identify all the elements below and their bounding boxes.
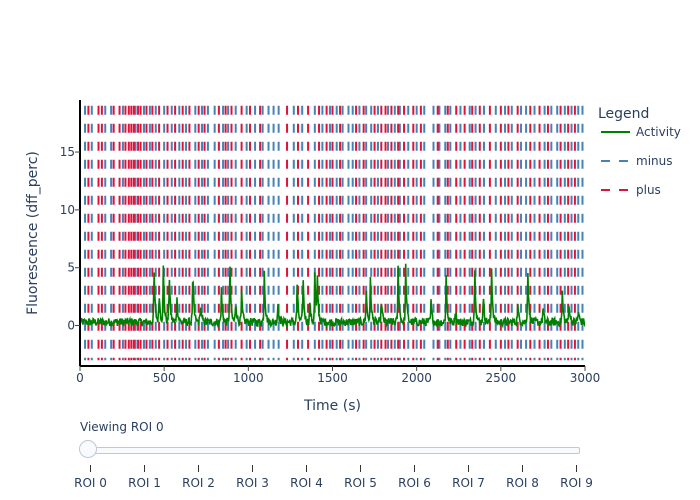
y-tick-label: 15 bbox=[60, 145, 75, 159]
activity-trace bbox=[80, 263, 585, 329]
slider-tick-mark bbox=[252, 465, 253, 472]
slider-step-roi-2[interactable]: ROI 2 bbox=[182, 476, 215, 490]
slider-step-roi-9[interactable]: ROI 9 bbox=[560, 476, 593, 490]
legend[interactable]: Legend Activity minus plus bbox=[598, 106, 681, 197]
plot-area bbox=[80, 105, 585, 361]
slider-tick-mark bbox=[90, 465, 91, 472]
x-axis-title: Time (s) bbox=[303, 398, 361, 414]
plot-series bbox=[80, 105, 585, 361]
legend-label-minus[interactable]: minus bbox=[636, 154, 673, 168]
slider-tick-mark bbox=[198, 465, 199, 472]
y-axis-title: Fluorescence (dff_perc) bbox=[25, 151, 41, 315]
slider-track[interactable] bbox=[88, 447, 580, 454]
slider-tick-mark bbox=[576, 465, 577, 472]
slider-step-roi-1[interactable]: ROI 1 bbox=[128, 476, 161, 490]
x-tick-label: 500 bbox=[153, 371, 176, 385]
legend-label-activity[interactable]: Activity bbox=[636, 125, 681, 139]
slider-step-roi-0[interactable]: ROI 0 bbox=[74, 476, 107, 490]
slider-handle[interactable] bbox=[79, 440, 97, 458]
slider-tick-mark bbox=[144, 465, 145, 472]
x-tick-label: 1500 bbox=[317, 371, 348, 385]
y-tick-label: 0 bbox=[67, 319, 75, 333]
slider-tick-mark bbox=[522, 465, 523, 472]
slider-step-roi-5[interactable]: ROI 5 bbox=[344, 476, 377, 490]
axes: 0 500 1000 1500 2000 2500 3000 0 5 10 15 Time (s) Fl… bbox=[25, 100, 600, 414]
x-tick-label: 2000 bbox=[401, 371, 432, 385]
slider-tick-mark bbox=[468, 465, 469, 472]
slider-tick-mark bbox=[414, 465, 415, 472]
y-tick-label: 5 bbox=[67, 261, 75, 275]
legend-label-plus[interactable]: plus bbox=[636, 183, 661, 197]
x-tick-label: 0 bbox=[76, 371, 84, 385]
slider-step-roi-7[interactable]: ROI 7 bbox=[452, 476, 485, 490]
slider-tick-mark bbox=[360, 465, 361, 472]
slider-step-roi-3[interactable]: ROI 3 bbox=[236, 476, 269, 490]
legend-title: Legend bbox=[598, 106, 649, 122]
slider-step-roi-6[interactable]: ROI 6 bbox=[398, 476, 431, 490]
x-tick-label: 2500 bbox=[486, 371, 517, 385]
slider-step-roi-4[interactable]: ROI 4 bbox=[290, 476, 323, 490]
x-tick-label: 1000 bbox=[233, 371, 264, 385]
y-tick-label: 10 bbox=[60, 203, 75, 217]
slider-label: Viewing ROI 0 bbox=[80, 420, 164, 434]
x-tick-label: 3000 bbox=[570, 371, 601, 385]
slider-tick-mark bbox=[306, 465, 307, 472]
slider-step-roi-8[interactable]: ROI 8 bbox=[506, 476, 539, 490]
